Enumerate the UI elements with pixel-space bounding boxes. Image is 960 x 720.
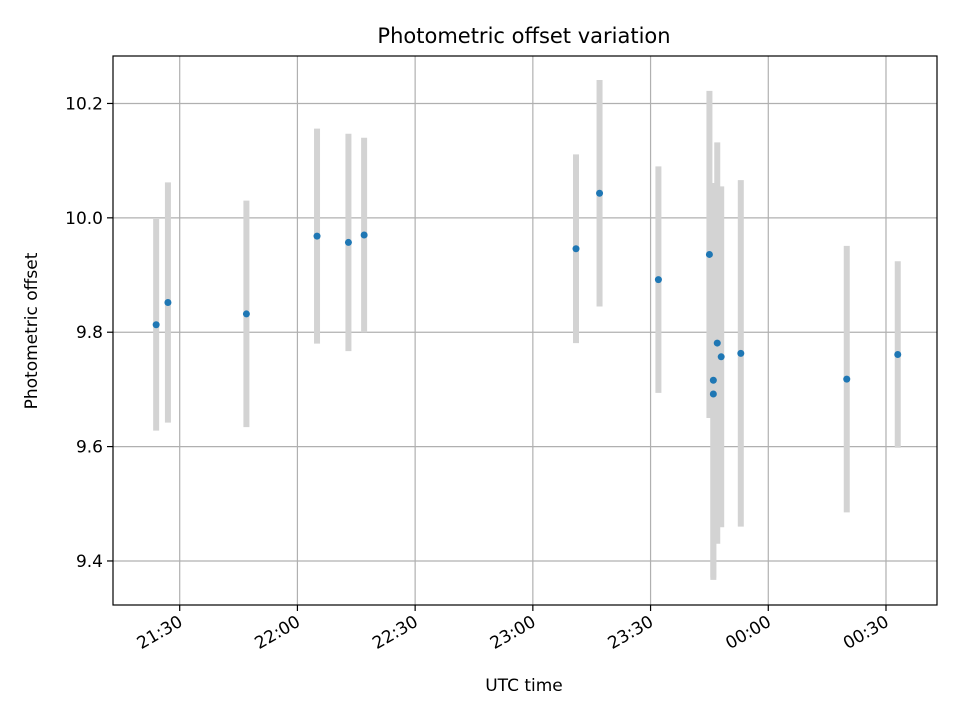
data-point [572, 245, 580, 253]
data-point [713, 339, 721, 347]
data-point [360, 231, 368, 239]
data-point [152, 321, 160, 329]
data-point [843, 375, 851, 383]
y-tick-label: 9.8 [76, 323, 103, 343]
grid [113, 56, 937, 605]
data-points [152, 189, 902, 398]
data-point [313, 232, 321, 240]
y-tick-label: 9.4 [76, 552, 103, 572]
y-tick-label: 10.0 [65, 209, 103, 229]
data-point [709, 376, 717, 384]
x-tick-label: 00:00 [722, 612, 774, 654]
data-point [596, 189, 604, 197]
x-axis-ticks: 21:30 22:00 22:30 23:00 23:30 00:00 00:30 [134, 605, 892, 654]
data-point [344, 238, 352, 246]
x-tick-label: 22:00 [251, 612, 303, 654]
x-tick-label: 22:30 [369, 612, 421, 654]
y-axis-ticks: 9.4 9.6 9.8 10.0 10.2 [65, 94, 113, 572]
data-point [705, 250, 713, 258]
data-point [164, 298, 172, 306]
data-point [737, 349, 745, 357]
data-point [894, 351, 902, 359]
data-point [709, 390, 717, 398]
plot-frame [112, 55, 938, 606]
data-point [242, 310, 250, 318]
data-point [654, 276, 662, 284]
y-tick-label: 10.2 [65, 94, 103, 114]
chart-title: Photometric offset variation [377, 24, 670, 48]
y-tick-label: 9.6 [76, 438, 103, 458]
x-axis-label: UTC time [485, 676, 563, 696]
x-tick-label: 21:30 [134, 612, 186, 654]
y-axis-label: Photometric offset [22, 252, 42, 409]
x-tick-label: 23:30 [605, 612, 657, 654]
x-tick-label: 00:30 [840, 612, 892, 654]
x-tick-label: 23:00 [487, 612, 539, 654]
error-bars [153, 80, 901, 580]
data-point [717, 353, 725, 361]
